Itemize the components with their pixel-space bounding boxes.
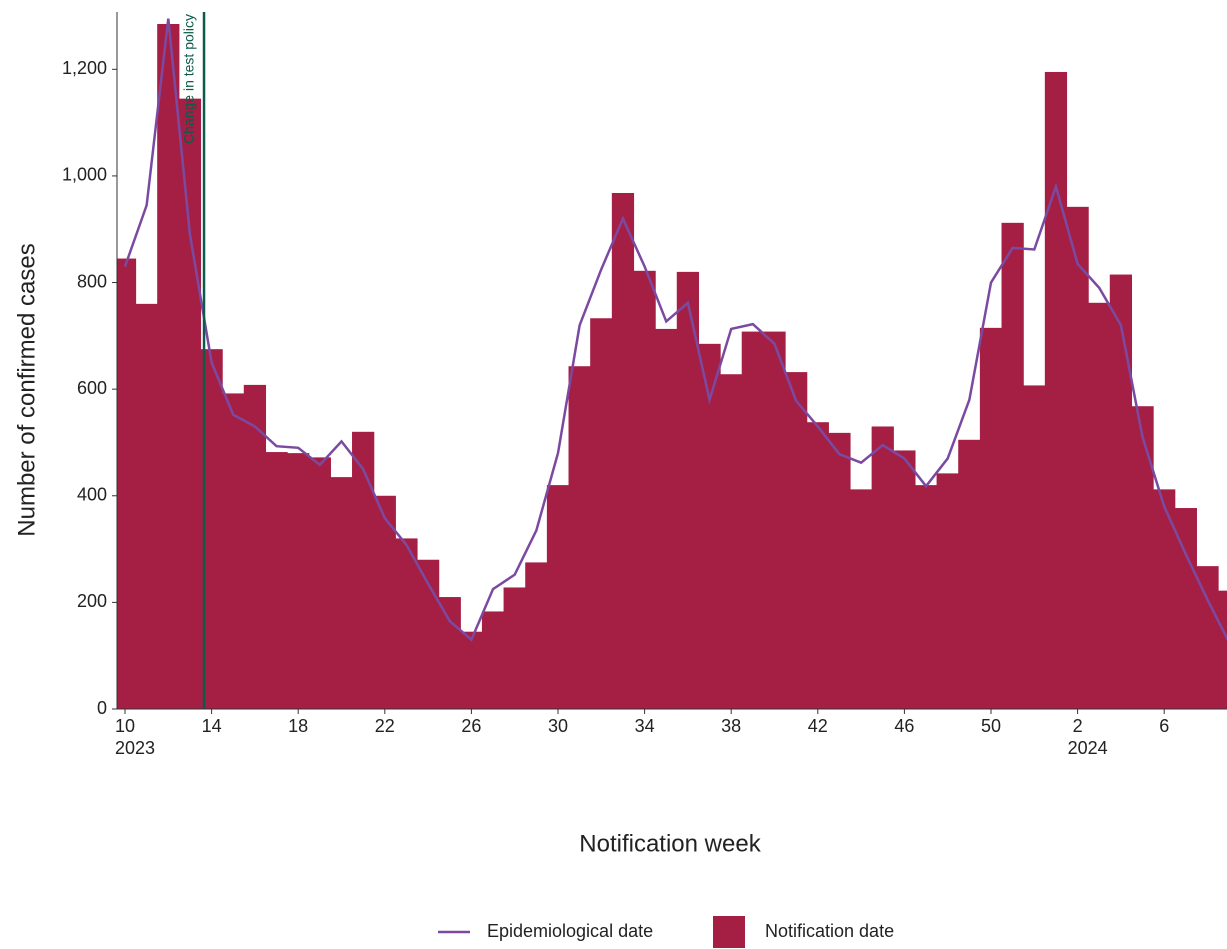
- legend-swatch: [713, 916, 745, 948]
- bar: [590, 318, 613, 709]
- legend-label: Epidemiological date: [487, 921, 653, 941]
- bar: [546, 485, 570, 709]
- bar: [1001, 222, 1024, 709]
- x-tick-label: 50: [981, 716, 1001, 736]
- bar: [481, 611, 505, 709]
- bar: [200, 349, 223, 709]
- bar: [849, 489, 873, 709]
- x-tick-label: 30: [548, 716, 568, 736]
- bar: [871, 426, 894, 709]
- bar: [655, 328, 678, 709]
- bar: [373, 495, 396, 709]
- bar: [330, 477, 353, 709]
- bar: [1088, 302, 1111, 709]
- bar: [1174, 508, 1197, 709]
- bar: [720, 374, 743, 709]
- bar: [222, 393, 245, 709]
- line: [123, 18, 1227, 642]
- bar: [135, 303, 158, 709]
- y-axis-label: Number of confirmed cases: [13, 243, 40, 536]
- bar: [611, 192, 635, 709]
- bar: [117, 258, 137, 709]
- bar: [698, 343, 721, 709]
- bar: [503, 587, 526, 709]
- bar: [676, 271, 700, 709]
- y-tick-label: 1,000: [62, 165, 107, 185]
- x-tick-label: 22: [375, 716, 395, 736]
- bar: [914, 485, 938, 709]
- bar: [438, 597, 461, 709]
- x-tick-label: 6: [1159, 716, 1169, 736]
- bar: [352, 431, 375, 709]
- x-tick-label: 34: [635, 716, 655, 736]
- bar: [460, 631, 483, 709]
- bar: [1131, 406, 1154, 709]
- bar: [1066, 206, 1089, 709]
- y-tick-label: 400: [77, 485, 107, 505]
- bar: [806, 422, 829, 709]
- bar: [308, 457, 331, 709]
- x-tick-label: 14: [202, 716, 222, 736]
- bar: [633, 270, 656, 709]
- bar: [568, 366, 591, 709]
- bar: [1023, 385, 1046, 709]
- y-tick-label: 800: [77, 271, 107, 291]
- x-tick-label: 10: [115, 716, 135, 736]
- bar: [893, 450, 916, 709]
- bar: [265, 452, 288, 709]
- x-tick-label: 42: [808, 716, 828, 736]
- x-tick-label: 18: [288, 716, 308, 736]
- bar: [785, 372, 808, 709]
- y-tick-label: 200: [77, 591, 107, 611]
- bar: [763, 331, 786, 709]
- bar: [157, 23, 180, 709]
- y-tick-label: 600: [77, 378, 107, 398]
- bar: [1044, 71, 1068, 709]
- y-tick-label: 0: [97, 698, 107, 718]
- bar: [243, 384, 267, 709]
- x-axis-label: Notification week: [579, 830, 761, 857]
- bar: [741, 331, 764, 709]
- y-tick-label: 1,200: [62, 58, 107, 78]
- bar: [395, 538, 418, 709]
- x-tick-label: 46: [894, 716, 914, 736]
- x-tick-label: 26: [461, 716, 481, 736]
- bar: [936, 473, 959, 709]
- bar: [416, 559, 440, 709]
- bar: [1109, 274, 1133, 709]
- x-tick-label: 2: [1073, 716, 1083, 736]
- bar: [525, 562, 548, 709]
- bar: [178, 98, 202, 709]
- x-year-label: 2024: [1068, 738, 1108, 758]
- legend-label: Notification date: [765, 921, 894, 941]
- x-year-label: 2023: [115, 738, 155, 758]
- bar: [828, 432, 851, 709]
- bar: [1196, 566, 1219, 709]
- bar: [979, 327, 1003, 709]
- annotation: Change in test policy: [181, 14, 197, 144]
- bar: [287, 453, 310, 709]
- bar: [1218, 590, 1227, 709]
- plot-area: [117, 18, 1227, 709]
- x-tick-label: 38: [721, 716, 741, 736]
- bar: [958, 439, 981, 709]
- bar: [1153, 489, 1176, 709]
